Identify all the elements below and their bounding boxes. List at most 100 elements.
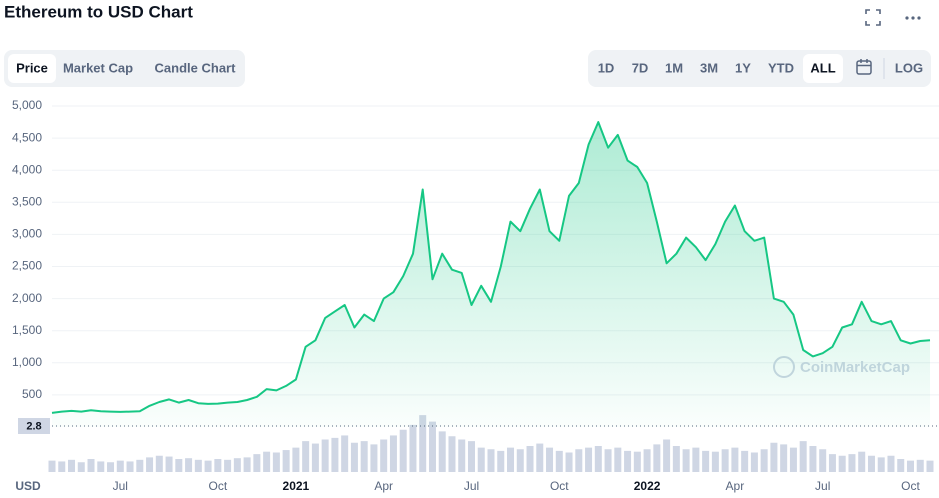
more-icon[interactable] (905, 16, 921, 20)
volume-bar (58, 461, 66, 472)
volume-bar (721, 449, 729, 472)
volume-bar (419, 415, 427, 472)
range-button[interactable]: 3M (700, 60, 718, 75)
volume-bar (536, 443, 544, 472)
volume-bar (233, 458, 241, 472)
volume-bar (263, 451, 271, 472)
volume-bar (624, 450, 632, 472)
volume-bar (467, 441, 475, 472)
volume-bar (887, 455, 895, 472)
baseline-label-bg (18, 418, 50, 434)
volume-bar (848, 454, 856, 472)
volume-bar (731, 447, 739, 472)
volume-bar (750, 452, 758, 472)
volume-bar (107, 462, 115, 472)
volume-bar (614, 447, 622, 472)
volume-bar (399, 429, 407, 472)
volume-bar (565, 452, 573, 472)
volume-bar (487, 449, 495, 472)
volume-bar (799, 441, 807, 472)
volume-bar (194, 459, 202, 472)
range-button[interactable]: 1M (665, 60, 683, 75)
volume-bar (97, 461, 105, 472)
volume-bar (692, 447, 700, 472)
volume-bar (867, 455, 875, 472)
price-area (52, 122, 930, 427)
x-tick-label: Apr (726, 479, 745, 493)
volume-bar (546, 447, 554, 472)
volume-bar (507, 447, 515, 472)
range-active-bg (803, 54, 843, 83)
range-button[interactable]: YTD (768, 60, 794, 75)
volume-bar (916, 459, 924, 472)
x-tick-label: Jul (113, 479, 128, 493)
tab-button[interactable]: Candle Chart (155, 60, 237, 75)
range-button[interactable]: 1D (598, 60, 615, 75)
volume-bar (877, 457, 885, 472)
range-button[interactable]: 1Y (735, 60, 751, 75)
range-button[interactable]: ALL (810, 60, 835, 75)
volume-bar (711, 451, 719, 472)
volume-bar (331, 437, 339, 472)
volume-bar (409, 424, 417, 472)
y-tick-label: 1,500 (12, 323, 42, 337)
volume-bar (126, 461, 134, 472)
y-tick-label: 3,000 (12, 227, 42, 241)
volume-bar (770, 442, 778, 472)
volume-bar (653, 444, 661, 472)
volume-bar (136, 459, 144, 472)
volume-bar (302, 441, 310, 472)
tab-group (4, 50, 245, 87)
volume-bar (175, 459, 183, 472)
volume-bar (272, 452, 280, 472)
volume-bar (897, 459, 905, 472)
volume-bar (428, 421, 436, 472)
volume-bar (555, 450, 563, 472)
volume-bar (292, 447, 300, 472)
y-tick-label: 5,000 (12, 98, 42, 112)
volume-bar (146, 457, 154, 472)
y-tick-label: 500 (22, 387, 42, 401)
volume-bar (497, 450, 505, 472)
volume-bar (672, 446, 680, 472)
x-tick-label: Jul (815, 479, 830, 493)
volume-bar (789, 447, 797, 472)
range-button[interactable]: 7D (632, 60, 649, 75)
log-button[interactable]: LOG (895, 60, 923, 75)
volume-bar (321, 439, 329, 472)
volume-bar (87, 459, 95, 472)
y-tick-label: 4,000 (12, 162, 42, 176)
x-tick-label: Oct (209, 479, 228, 493)
price-line (51, 121, 931, 414)
volume-bar (526, 446, 534, 472)
x-tick-label: 2021 (283, 479, 310, 493)
volume-bar (389, 435, 397, 472)
tab-button[interactable]: Market Cap (63, 60, 133, 75)
x-tick-label: Jul (464, 479, 479, 493)
y-tick-label: 3,500 (12, 194, 42, 208)
volume-bar (360, 441, 368, 472)
volume-bar (643, 449, 651, 472)
volume-bar (780, 444, 788, 472)
chart-title: Ethereum to USD Chart (4, 2, 193, 21)
volume-bar (380, 439, 388, 472)
volume-bar (604, 449, 612, 472)
volume-bar (116, 460, 124, 472)
calendar-icon[interactable] (856, 59, 872, 75)
y-tick-label: 2,500 (12, 259, 42, 273)
volume-bar (516, 449, 524, 472)
range-group (588, 50, 931, 87)
volume-bar (828, 454, 836, 472)
x-tick-label: Oct (550, 479, 569, 493)
expand-icon[interactable] (865, 9, 881, 26)
y-tick-label: 1,000 (12, 355, 42, 369)
volume-bar (68, 459, 76, 472)
volume-bar (838, 455, 846, 472)
volume-bar (253, 454, 261, 472)
volume-bar (702, 450, 710, 472)
tab-active-bg (8, 54, 56, 83)
volume-bar (575, 449, 583, 472)
tab-button[interactable]: Price (16, 60, 48, 75)
